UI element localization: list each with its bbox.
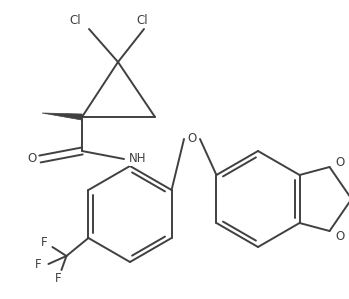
Text: F: F (35, 257, 42, 271)
Text: O: O (187, 132, 196, 146)
Text: O: O (335, 230, 344, 242)
Text: O: O (335, 155, 344, 169)
Text: Cl: Cl (136, 14, 148, 28)
Text: F: F (41, 236, 48, 248)
Text: NH: NH (129, 152, 147, 166)
Text: F: F (55, 271, 62, 285)
Text: O: O (27, 152, 37, 166)
Polygon shape (42, 113, 82, 120)
Text: Cl: Cl (69, 14, 81, 28)
